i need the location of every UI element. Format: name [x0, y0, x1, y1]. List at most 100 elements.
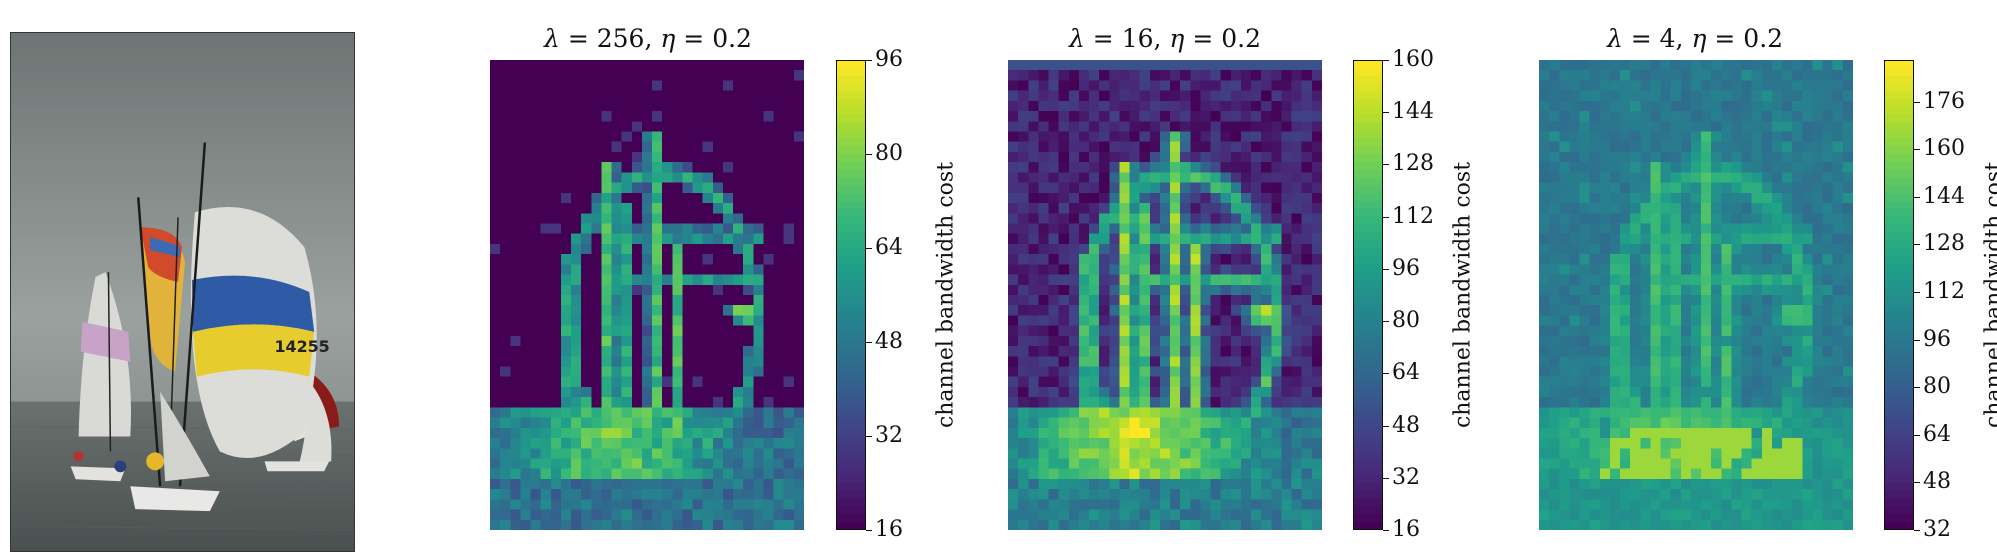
heatmap-cell [591, 172, 603, 184]
heatmap-cell [571, 213, 582, 225]
heatmap-cell [1630, 274, 1641, 286]
heatmap-cell [1271, 335, 1283, 347]
heatmap-cell [1311, 264, 1322, 276]
heatmap-cell [1650, 366, 1662, 378]
heatmap-cell [722, 274, 734, 286]
heatmap-cell [1680, 346, 1692, 357]
heatmap-cell [560, 397, 572, 408]
heatmap-cell [1119, 90, 1131, 102]
heatmap-cell [530, 131, 542, 143]
heatmap-cell [763, 80, 775, 92]
heatmap-cell [1220, 60, 1232, 71]
heatmap-cell [581, 162, 592, 173]
heatmap-cell [550, 458, 562, 470]
heatmap-cell [1251, 233, 1262, 245]
heatmap-cell [500, 284, 511, 296]
colorbar-segment [1884, 490, 1914, 500]
heatmap-cell [1180, 499, 1191, 511]
heatmap-cell [1129, 438, 1141, 449]
heatmap-cell [1220, 407, 1232, 419]
heatmap-cell [641, 335, 653, 347]
heatmap-cell [581, 284, 592, 296]
heatmap-cell [773, 458, 785, 470]
heatmap-cell [1018, 182, 1029, 194]
heatmap-cell [1599, 131, 1611, 143]
heatmap-cell [1139, 264, 1151, 276]
heatmap-cell [1149, 70, 1161, 82]
heatmap-cell [611, 172, 623, 184]
heatmap-cell [1018, 111, 1029, 122]
heatmap-cell [692, 121, 704, 133]
heatmap-cell [662, 407, 673, 419]
heatmap-cell [1822, 519, 1834, 530]
heatmap-cell [1731, 366, 1743, 378]
heatmap-cell [702, 284, 714, 296]
heatmap-cell [1170, 438, 1181, 449]
heatmap-cell [1599, 499, 1611, 511]
heatmap-cell [1640, 223, 1652, 235]
heatmap-cell [1680, 407, 1692, 419]
heatmap-cell [793, 213, 804, 225]
heatmap-cell [1149, 468, 1161, 480]
heatmap-cell [1761, 427, 1773, 439]
heatmap-cell [1650, 151, 1662, 163]
heatmap-cell [793, 458, 804, 470]
heatmap-cell [1711, 243, 1722, 255]
heatmap-cell [1099, 499, 1110, 511]
heatmap-cell [621, 448, 633, 460]
heatmap-cell [621, 417, 633, 429]
heatmap-cell [1271, 203, 1283, 214]
heatmap-cell [1559, 438, 1570, 449]
heatmap-cell [753, 295, 765, 306]
heatmap-cell [1670, 121, 1682, 133]
heatmap-cell [1078, 90, 1090, 102]
heatmap-cell [631, 366, 643, 378]
heatmap-cell [1802, 243, 1814, 255]
heatmap-cell [601, 458, 613, 470]
heatmap-cell [530, 233, 542, 245]
heatmap-cell [692, 192, 704, 204]
heatmap-cell [743, 213, 754, 225]
heatmap-cell [1771, 121, 1783, 133]
heatmap-cell [1230, 274, 1242, 286]
heatmap-cell [1539, 80, 1550, 92]
heatmap-cell [1650, 295, 1662, 306]
heatmap-cell [1792, 223, 1803, 235]
heatmap-cell [783, 131, 795, 143]
heatmap-cell [1599, 172, 1611, 184]
heatmap-cell [1670, 182, 1682, 194]
heatmap-cell [1690, 121, 1702, 133]
heatmap-cell [1291, 274, 1303, 286]
heatmap-cell [1812, 243, 1824, 255]
heatmap-cell [1109, 489, 1121, 500]
heatmap-cell [1058, 448, 1070, 460]
heatmap-cell [1220, 386, 1232, 398]
heatmap-cell [1180, 295, 1191, 306]
heatmap-cell [1089, 509, 1100, 521]
heatmap-cell [1170, 264, 1181, 276]
heatmap-cell [490, 254, 501, 265]
heatmap-cell [550, 489, 562, 500]
heatmap-cell [500, 121, 511, 133]
heatmap-cell [581, 151, 592, 163]
heatmap-cell [743, 223, 754, 235]
heatmap-cell [1038, 151, 1050, 163]
heatmap-cell [1609, 131, 1621, 143]
heatmap-cell [1109, 519, 1121, 530]
heatmap-cell [733, 448, 744, 460]
heatmap-cell [1569, 427, 1581, 439]
colorbar-segment [1353, 224, 1383, 234]
heatmap-cell [1220, 376, 1232, 388]
heatmap-cell [1139, 203, 1151, 214]
heatmap-cell [520, 264, 532, 276]
heatmap-cell [1782, 315, 1793, 327]
heatmap-cell [753, 305, 765, 317]
heatmap-cell [1089, 192, 1100, 204]
heatmap-cell [1771, 274, 1783, 286]
heatmap-cell [692, 366, 704, 378]
heatmap-cell [1559, 458, 1570, 470]
heatmap-cell [1569, 284, 1581, 296]
heatmap-cell [1670, 131, 1682, 143]
heatmap-cell [1311, 223, 1322, 235]
heatmap-cell [641, 243, 653, 255]
